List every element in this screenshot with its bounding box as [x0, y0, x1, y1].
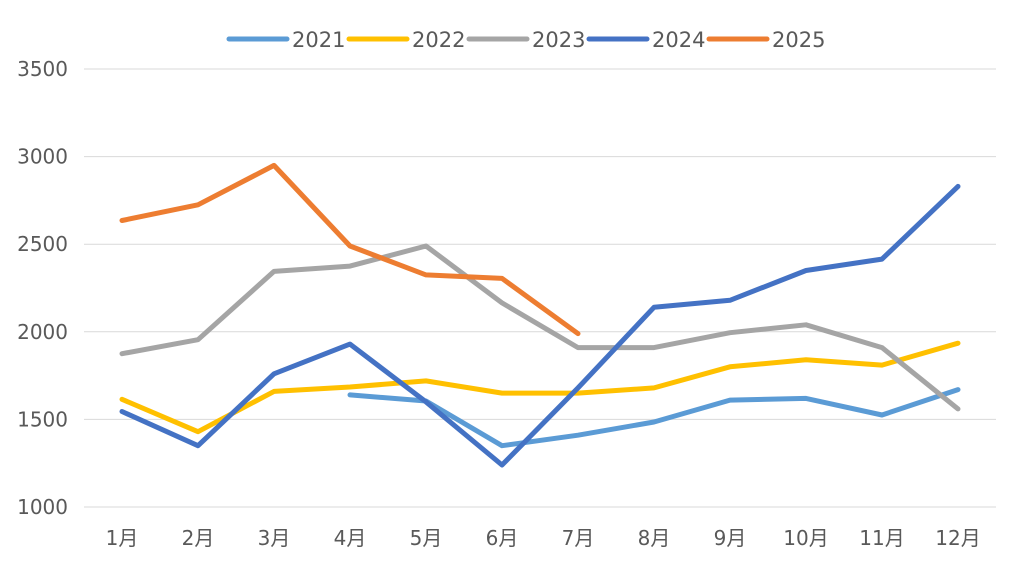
- x-tick-label: 7月: [562, 526, 595, 550]
- x-tick-label: 2月: [182, 526, 215, 550]
- x-tick-label: 12月: [935, 526, 980, 550]
- series-line-2021: [347, 387, 961, 449]
- x-tick-label: 5月: [410, 526, 443, 550]
- x-tick-label: 3月: [258, 526, 291, 550]
- series-line-2025: [119, 162, 581, 337]
- gridlines: [84, 68, 996, 508]
- y-tick-label: 1000: [17, 495, 68, 519]
- x-tick-label: 6月: [486, 526, 519, 550]
- x-tick-label: 4月: [334, 526, 367, 550]
- y-tick-label: 1500: [17, 407, 68, 431]
- x-axis-ticks: 1月 2月 3月 4月 5月 6月 7月 8月 9月 10月 11月 12月: [106, 526, 981, 550]
- legend: 2021 2022 2023 2024 2025: [226, 28, 825, 52]
- y-tick-label: 3000: [17, 145, 68, 169]
- x-tick-label: 11月: [859, 526, 904, 550]
- y-axis-ticks: 1000 1500 2000 2500 3000 3500: [17, 57, 68, 519]
- legend-label-2021: 2021: [292, 28, 345, 52]
- x-tick-label: 10月: [783, 526, 828, 550]
- series-lines: [119, 162, 961, 468]
- x-tick-label: 8月: [638, 526, 671, 550]
- legend-label-2024: 2024: [652, 28, 705, 52]
- series-line-2022: [119, 340, 961, 435]
- y-tick-label: 3500: [17, 57, 68, 81]
- x-tick-label: 1月: [106, 526, 139, 550]
- x-tick-label: 9月: [714, 526, 747, 550]
- y-tick-label: 2500: [17, 232, 68, 256]
- series-line-2023: [119, 243, 961, 412]
- legend-label-2022: 2022: [412, 28, 465, 52]
- legend-label-2023: 2023: [532, 28, 585, 52]
- y-tick-label: 2000: [17, 320, 68, 344]
- legend-label-2025: 2025: [772, 28, 825, 52]
- series-line-2024: [119, 183, 961, 468]
